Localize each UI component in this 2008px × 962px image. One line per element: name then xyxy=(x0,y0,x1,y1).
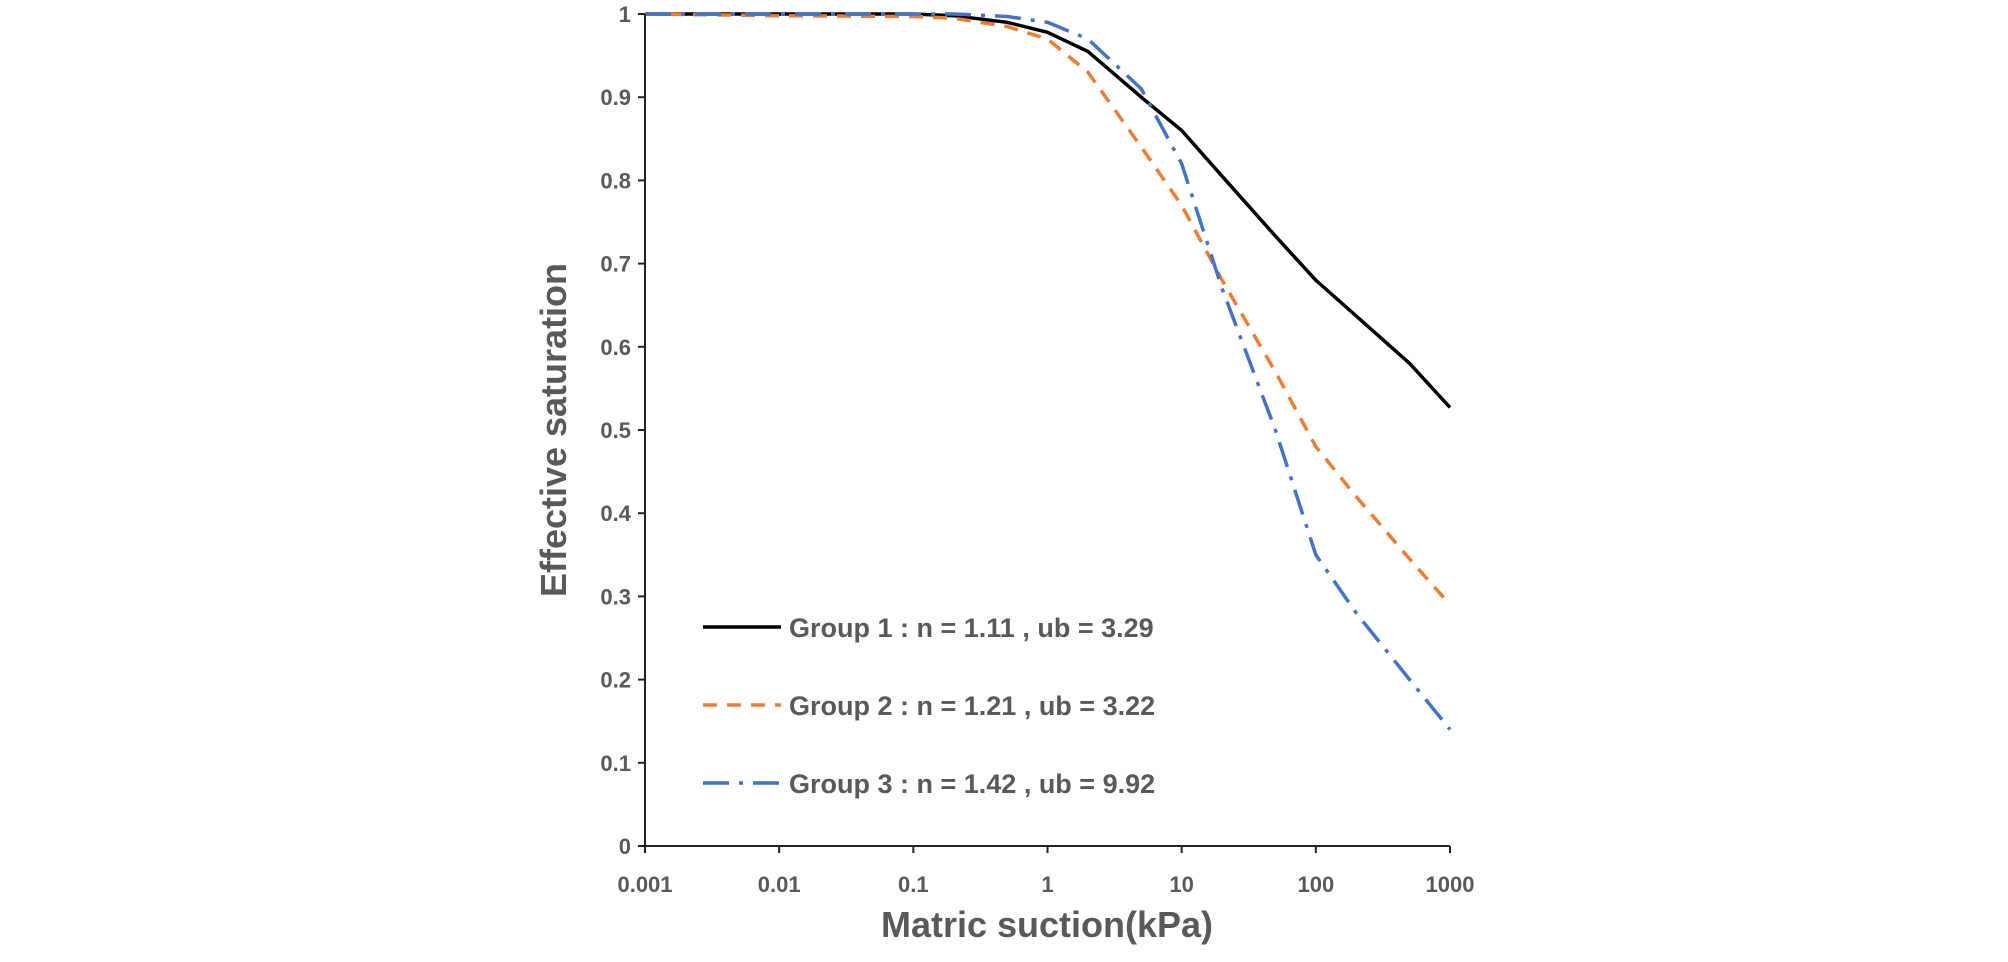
series-layer xyxy=(644,12,1452,731)
x-axis-title: Matric suction(kPa) xyxy=(881,904,1213,945)
y-tick-label: 0.6 xyxy=(600,335,631,360)
axes-layer xyxy=(644,14,1450,847)
y-tick-label: 0.7 xyxy=(600,252,631,277)
y-tick-label: 0.1 xyxy=(600,751,631,776)
x-tick-label: 100 xyxy=(1297,872,1334,897)
y-tick-label: 0.4 xyxy=(600,501,631,526)
series-line-group-2 xyxy=(644,12,1452,606)
x-tick-label: 1000 xyxy=(1426,872,1475,897)
series-line-group-1 xyxy=(645,12,1452,409)
legend-label-group-2: Group 2 : n = 1.21 , ub = 3.22 xyxy=(789,691,1155,721)
y-tick-label: 0 xyxy=(619,834,631,859)
legend: Group 1 : n = 1.11 , ub = 3.29 Group 2 : … xyxy=(703,613,1155,799)
legend-label-group-3: Group 3 : n = 1.42 , ub = 9.92 xyxy=(789,769,1155,799)
x-tick-label: 1 xyxy=(1041,872,1053,897)
y-tick-label: 1 xyxy=(619,2,631,27)
x-tick-label: 0.001 xyxy=(617,872,672,897)
y-tick-label: 0.3 xyxy=(600,584,631,609)
y-tick-label: 0.5 xyxy=(600,418,631,443)
x-tick-label: 0.01 xyxy=(758,872,801,897)
legend-label-group-1: Group 1 : n = 1.11 , ub = 3.29 xyxy=(789,613,1154,643)
y-tick-label: 0.8 xyxy=(600,168,631,193)
y-tick-label: 0.9 xyxy=(600,85,631,110)
y-axis-title: Effective saturation xyxy=(533,263,574,597)
x-tick-label: 0.1 xyxy=(898,872,929,897)
ticks-layer: 0 0.1 0.2 0.3 0.4 0.5 0.6 0.7 0.8 0.9 1 0.001 0.01 0.… xyxy=(600,2,1474,897)
series-line-group-3 xyxy=(645,12,1452,731)
y-tick-label: 0.2 xyxy=(600,668,631,693)
x-tick-label: 10 xyxy=(1169,872,1193,897)
